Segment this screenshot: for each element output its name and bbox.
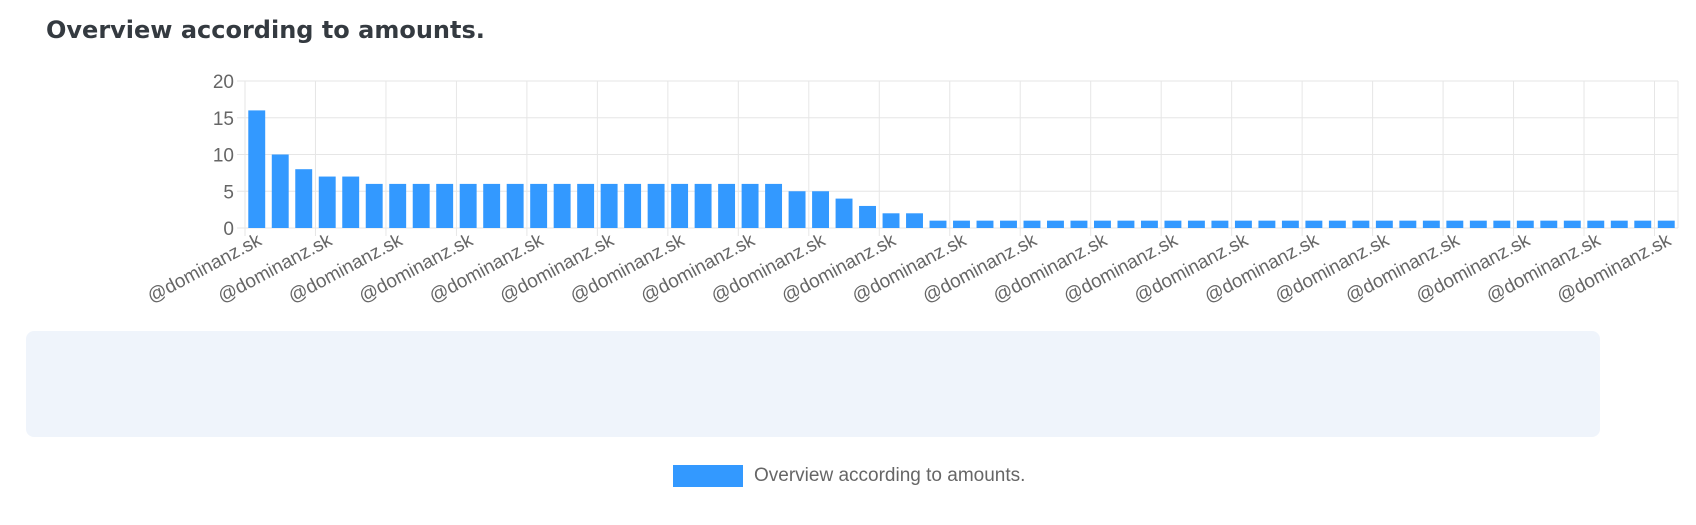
- bar: [1469, 220, 1487, 228]
- bar: [577, 183, 595, 228]
- bar: [553, 183, 571, 228]
- bar: [1587, 220, 1605, 228]
- bar: [1328, 220, 1346, 228]
- y-tick-label: 10: [213, 146, 234, 167]
- bar: [248, 110, 266, 228]
- legend-label: Overview according to amounts.: [754, 465, 1026, 486]
- bar: [953, 220, 970, 228]
- bar: [929, 220, 947, 228]
- bar: [1164, 220, 1182, 228]
- bar: [1516, 220, 1534, 228]
- bar: [1234, 220, 1252, 228]
- bar: [1140, 220, 1158, 228]
- bar: [1070, 220, 1088, 228]
- bar: [1211, 220, 1229, 228]
- bar: [1563, 220, 1581, 228]
- bar: [530, 183, 548, 228]
- bar: [412, 183, 430, 228]
- bar: [1399, 220, 1417, 228]
- bar: [1540, 220, 1558, 228]
- legend-swatch: [673, 465, 743, 487]
- bar: [671, 183, 689, 228]
- bar: [1047, 220, 1064, 228]
- bar: [365, 183, 383, 228]
- bar: [1657, 220, 1675, 228]
- bar: [318, 176, 336, 228]
- bar: [718, 183, 736, 228]
- bar: [1000, 220, 1017, 228]
- bar: [1352, 220, 1370, 228]
- bar: [882, 213, 900, 228]
- bar: [1634, 220, 1652, 228]
- bar: [906, 213, 923, 228]
- bar: [1422, 220, 1440, 228]
- bar: [624, 183, 642, 228]
- bar: [765, 183, 783, 228]
- bar: [1305, 220, 1323, 228]
- bar: [1610, 220, 1628, 228]
- bar: [506, 183, 524, 228]
- bar: [1187, 220, 1205, 228]
- bar: [1375, 220, 1393, 228]
- bar: [1093, 220, 1111, 228]
- bar: [436, 183, 454, 228]
- bar: [483, 183, 501, 228]
- bar: [342, 176, 360, 228]
- bar: [976, 220, 994, 228]
- bar: [389, 183, 407, 228]
- bar: [647, 183, 665, 228]
- bar: [694, 183, 712, 228]
- bar: [812, 191, 830, 228]
- bar: [1258, 220, 1276, 228]
- chart-legend[interactable]: Overview according to amounts.: [673, 465, 1025, 487]
- bar: [459, 183, 477, 228]
- bar: [1117, 220, 1135, 228]
- bar: [835, 198, 853, 228]
- y-tick-label: 15: [213, 109, 234, 130]
- y-tick-label: 5: [223, 182, 234, 203]
- y-tick-label: 20: [213, 72, 234, 93]
- bar: [1493, 220, 1511, 228]
- bar-chart: 05101520@dominanz.sk@dominanz.sk@dominan…: [144, 72, 1679, 308]
- bar: [1446, 220, 1464, 228]
- page-title: Overview according to amounts.: [46, 16, 485, 44]
- x-tick-label: @dominanz.sk: [144, 230, 266, 308]
- bar: [741, 183, 759, 228]
- bar: [600, 183, 618, 228]
- bar: [271, 154, 289, 228]
- bar: [295, 169, 313, 228]
- y-tick-label: 0: [223, 219, 234, 240]
- bar: [788, 191, 806, 228]
- redacted-labels-panel: [26, 331, 1600, 437]
- bar: [859, 205, 876, 228]
- bar: [1023, 220, 1041, 228]
- bar: [1281, 220, 1299, 228]
